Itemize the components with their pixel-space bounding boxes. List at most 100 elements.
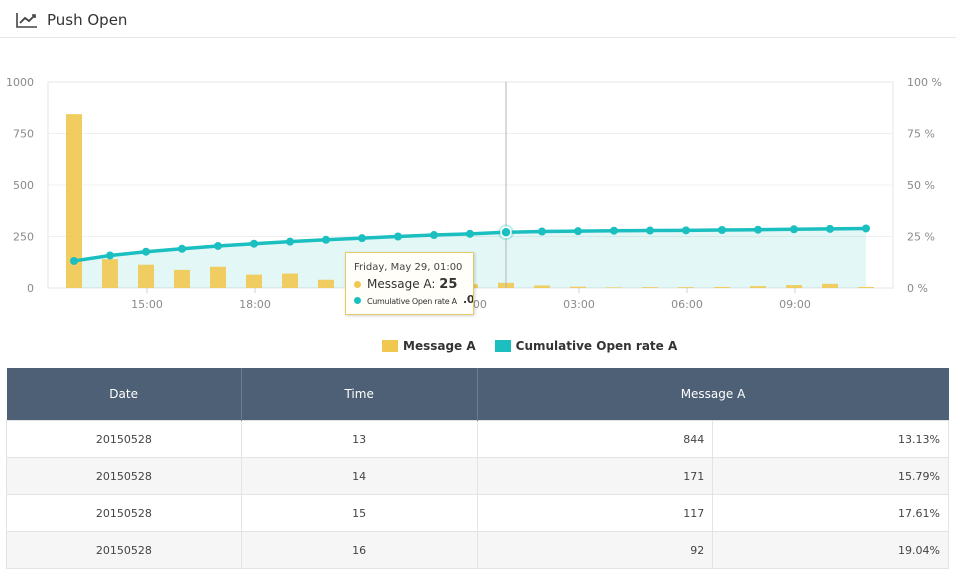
legend-item-cumulative-open-rate[interactable]: Cumulative Open rate A (494, 339, 678, 353)
x-tick-label: 03:00 (563, 298, 595, 311)
chart-legend: Message A Cumulative Open rate A (382, 338, 696, 354)
message-a-bar (750, 286, 766, 288)
message-a-bar (210, 266, 226, 288)
column-header-time[interactable]: Time (241, 368, 478, 421)
column-header-date[interactable]: Date (6, 368, 242, 421)
open-rate-point (466, 229, 474, 238)
message-a-bar (606, 287, 622, 288)
y-right-tick-label: 0 % (907, 282, 928, 295)
message-a-bar (138, 264, 154, 288)
cell-message-count: 117 (476, 494, 714, 532)
message-a-bar (534, 285, 550, 288)
cell-message-count: 844 (476, 420, 714, 458)
tooltip-rate-label: Cumulative Open rate A (367, 297, 457, 306)
open-rate-point (358, 234, 366, 243)
x-tick-label: 15:00 (131, 298, 163, 311)
open-rate-point (610, 226, 618, 235)
cell-open-rate: 13.13% (712, 420, 949, 458)
y-left-tick-label: 750 (13, 128, 34, 141)
y-right-tick-label: 25 % (907, 231, 935, 244)
message-a-bar (786, 285, 802, 288)
cell-date: 20150528 (6, 420, 242, 458)
cell-open-rate: 19.04% (712, 531, 949, 569)
open-rate-point (430, 231, 438, 240)
table-row: 20150528 13 844 13.13% (6, 420, 949, 458)
open-rate-point (214, 241, 222, 250)
message-a-bar (858, 286, 874, 288)
chart-tooltip: Friday, May 29, 01:00 Message A: 25 Cumu… (345, 252, 474, 315)
x-tick-label: 18:00 (239, 298, 271, 311)
open-rate-point (106, 251, 114, 260)
message-a-bar (678, 287, 694, 288)
message-a-bar (174, 269, 190, 288)
message-a-bar (66, 114, 82, 288)
cell-date: 20150528 (6, 531, 242, 569)
message-a-bar (102, 259, 118, 288)
message-a-bar (570, 286, 586, 288)
open-rate-point (682, 226, 690, 235)
cell-message-count: 171 (476, 457, 714, 495)
tooltip-message-value: 25 (439, 277, 458, 292)
open-rate-point (142, 247, 150, 256)
cell-time: 14 (240, 457, 478, 495)
y-right-tick-label: 50 % (907, 179, 935, 192)
tooltip-rate-row: Cumulative Open rate A .05% (354, 293, 474, 306)
open-rate-point (286, 237, 294, 246)
x-tick-label: 09:00 (779, 298, 811, 311)
tooltip-rate-value: .05% (463, 293, 474, 306)
push-open-chart: 1000 100 % 750 75 % 500 50 % 250 25 % 0 0 % 15:00 1… (6, 76, 942, 311)
open-rate-point (394, 232, 402, 241)
cell-time: 16 (240, 531, 478, 569)
y-right-tick-label: 100 % (907, 76, 942, 89)
tooltip-rate-dot (354, 297, 361, 304)
data-table: Date Time Message A 20150528 13 844 13.13% 2… (6, 368, 949, 569)
legend-swatch-message-a (382, 340, 398, 352)
open-rate-point (574, 227, 582, 236)
cell-date: 20150528 (6, 457, 242, 495)
open-rate-point (178, 244, 186, 253)
y-left-tick-label: 500 (13, 179, 34, 192)
y-left-tick-label: 250 (13, 231, 34, 244)
message-a-bar (714, 286, 730, 288)
cell-time: 15 (240, 494, 478, 532)
table-row: 20150528 14 171 15.79% (6, 457, 949, 495)
message-a-bar (642, 287, 658, 288)
open-rate-point (538, 227, 546, 236)
open-rate-point (718, 226, 726, 235)
legend-label-cumulative-open-rate: Cumulative Open rate A (515, 339, 678, 353)
open-rate-point (862, 224, 870, 233)
cell-date: 20150528 (6, 494, 242, 532)
open-rate-point (646, 226, 654, 235)
legend-swatch-cumulative-open-rate (494, 340, 511, 352)
open-rate-point (322, 235, 330, 244)
open-rate-point (754, 225, 762, 234)
message-a-bar (822, 283, 838, 288)
y-left-tick-label: 0 (27, 282, 34, 295)
cell-time: 13 (240, 420, 478, 458)
line-chart-icon (16, 13, 37, 28)
open-rate-point (790, 225, 798, 234)
cell-open-rate: 17.61% (712, 494, 949, 532)
tooltip-message-label: Message A: (367, 277, 436, 291)
table-header-row: Date Time Message A (6, 368, 949, 421)
open-rate-point (70, 256, 78, 265)
legend-item-message-a[interactable]: Message A (382, 339, 476, 353)
page-title: Push Open (47, 11, 128, 29)
column-header-message-a[interactable]: Message A (477, 368, 949, 421)
open-rate-point (826, 224, 834, 233)
tooltip-message-row: Message A: 25 (354, 277, 457, 292)
message-a-bar (282, 273, 298, 288)
page-header: Push Open (0, 0, 956, 38)
message-a-bar (246, 274, 262, 288)
tooltip-message-dot (354, 281, 361, 288)
x-tick-label: 06:00 (671, 298, 703, 311)
y-right-tick-label: 75 % (907, 128, 935, 141)
message-a-bar (318, 279, 334, 288)
open-rate-point (250, 239, 258, 248)
legend-label-message-a: Message A (403, 339, 476, 353)
y-left-tick-label: 1000 (6, 76, 34, 89)
table-row: 20150528 16 92 19.04% (6, 531, 949, 569)
cell-message-count: 92 (476, 531, 714, 569)
open-rate-point-highlight (500, 226, 512, 239)
cell-open-rate: 15.79% (712, 457, 949, 495)
